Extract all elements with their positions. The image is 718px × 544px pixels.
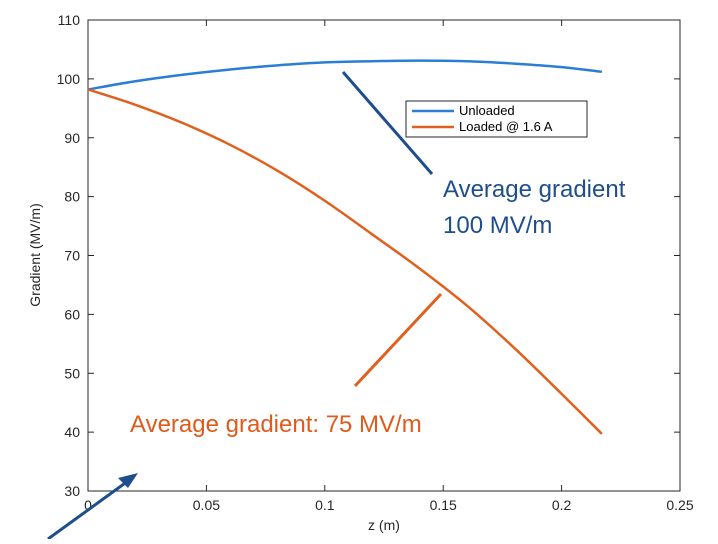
y-tick-label: 80	[64, 189, 80, 205]
annotation-arrow-shaft	[47, 479, 129, 541]
x-tick-label: 0.05	[193, 497, 220, 513]
x-axis-ticks: 0 0.05 0.1 0.15 0.2 0.25	[84, 20, 694, 513]
annotation-pointer-loaded	[353, 292, 443, 388]
x-tick-label: 0.2	[552, 497, 572, 513]
y-tick-label: 100	[57, 71, 81, 87]
series-line-loaded	[87, 88, 603, 435]
legend: Unloaded Loaded @ 1.6 A	[405, 100, 588, 138]
y-tick-label: 60	[64, 306, 80, 322]
x-axis-label: z (m)	[368, 517, 400, 533]
annotation-pointer-unloaded	[341, 71, 434, 175]
annotation-unloaded-line1: Average gradient	[443, 176, 626, 203]
annotation-loaded-line1: Average gradient: 75 MV/m	[130, 411, 422, 438]
legend-label-loaded: Loaded @ 1.6 A	[459, 119, 553, 134]
y-tick-label: 50	[64, 365, 80, 381]
series-line-unloaded	[87, 59, 603, 91]
y-tick-label: 30	[64, 483, 80, 499]
x-tick-label: 0.25	[666, 497, 693, 513]
x-tick-label: 0.15	[430, 497, 457, 513]
annotation-arrow-head	[118, 473, 138, 488]
y-axis-label: Gradient (MV/m)	[27, 203, 43, 306]
series-layer	[87, 59, 603, 435]
x-tick-label: 0.1	[315, 497, 335, 513]
annotation-unloaded-line2: 100 MV/m	[443, 212, 552, 239]
y-tick-label: 110	[58, 12, 81, 28]
y-tick-label: 70	[64, 248, 80, 264]
y-tick-label: 90	[64, 130, 80, 146]
legend-box	[405, 100, 588, 138]
legend-label-unloaded: Unloaded	[459, 103, 515, 118]
y-tick-label: 40	[64, 424, 80, 440]
x-tick-label: 0	[84, 497, 92, 513]
y-axis-ticks: 30 40 50 60 70 80 90 100 110	[57, 12, 680, 499]
